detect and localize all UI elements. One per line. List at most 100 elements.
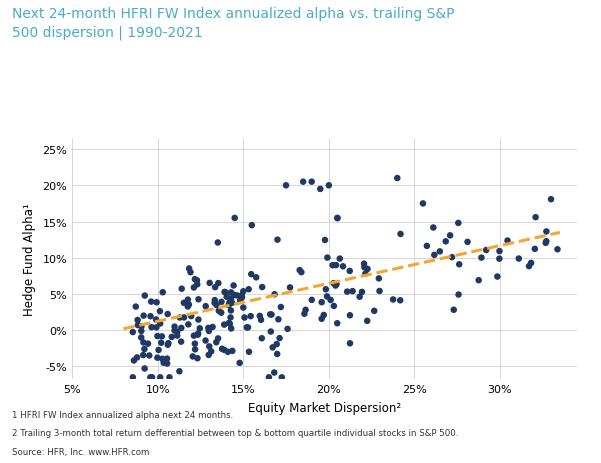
Point bbox=[224, 319, 234, 327]
Point bbox=[251, 274, 261, 282]
Point bbox=[213, 239, 222, 247]
Point bbox=[307, 296, 317, 304]
Point bbox=[136, 334, 146, 341]
Point bbox=[447, 254, 457, 261]
Point bbox=[264, 374, 273, 381]
Point bbox=[223, 348, 233, 356]
Point bbox=[495, 248, 504, 255]
Point bbox=[139, 345, 149, 353]
Point bbox=[193, 355, 203, 362]
Point bbox=[331, 262, 341, 269]
Point bbox=[320, 237, 330, 244]
Point bbox=[454, 261, 464, 269]
Point bbox=[331, 282, 340, 290]
Y-axis label: Hedge Fund Alpha¹: Hedge Fund Alpha¹ bbox=[23, 203, 35, 315]
Point bbox=[272, 341, 281, 348]
Point bbox=[169, 327, 179, 334]
Point bbox=[237, 294, 247, 301]
Point bbox=[177, 285, 186, 293]
Point bbox=[343, 288, 352, 296]
Point bbox=[392, 175, 402, 182]
Point bbox=[183, 296, 193, 304]
Text: 1 HFRI FW Index annualized alpha next 24 months.: 1 HFRI FW Index annualized alpha next 24… bbox=[12, 410, 233, 419]
Point bbox=[128, 374, 138, 381]
Point bbox=[244, 286, 254, 294]
Point bbox=[145, 374, 155, 381]
Point bbox=[298, 179, 308, 186]
Point bbox=[169, 323, 179, 331]
Point bbox=[155, 308, 165, 315]
Point bbox=[273, 316, 283, 323]
Point bbox=[140, 365, 150, 372]
Point bbox=[370, 307, 379, 315]
Point bbox=[156, 320, 165, 327]
Point bbox=[235, 297, 245, 305]
Point bbox=[553, 246, 563, 253]
Point bbox=[541, 239, 551, 247]
Point bbox=[326, 297, 335, 304]
Point bbox=[201, 337, 210, 344]
Point bbox=[222, 294, 231, 301]
Point bbox=[201, 303, 210, 310]
Point bbox=[232, 292, 242, 300]
Point bbox=[524, 263, 534, 270]
Point bbox=[247, 222, 257, 229]
X-axis label: Equity Market Dispersion²: Equity Market Dispersion² bbox=[248, 401, 401, 414]
Point bbox=[316, 186, 325, 193]
Point bbox=[242, 324, 252, 332]
Point bbox=[474, 277, 483, 284]
Point bbox=[240, 314, 249, 321]
Point bbox=[156, 339, 166, 347]
Point bbox=[213, 280, 223, 287]
Point bbox=[321, 286, 331, 294]
Point bbox=[217, 299, 227, 306]
Point bbox=[332, 320, 342, 327]
Point bbox=[546, 196, 556, 203]
Point bbox=[190, 276, 200, 283]
Point bbox=[345, 268, 355, 275]
Point bbox=[345, 340, 355, 347]
Point bbox=[139, 312, 148, 319]
Point bbox=[502, 238, 512, 245]
Point bbox=[147, 374, 157, 381]
Point bbox=[227, 325, 236, 332]
Point bbox=[175, 314, 185, 321]
Point bbox=[435, 248, 445, 256]
Point bbox=[269, 369, 279, 376]
Point bbox=[317, 299, 326, 306]
Point bbox=[359, 260, 369, 268]
Point bbox=[526, 260, 536, 267]
Point bbox=[246, 313, 255, 320]
Point bbox=[477, 254, 486, 262]
Point bbox=[328, 262, 337, 269]
Point bbox=[542, 228, 551, 236]
Point bbox=[266, 311, 275, 319]
Point bbox=[359, 264, 369, 271]
Point bbox=[228, 347, 237, 355]
Point bbox=[348, 288, 358, 295]
Point bbox=[335, 255, 344, 263]
Point bbox=[185, 265, 194, 273]
Point bbox=[332, 215, 342, 222]
Point bbox=[167, 333, 177, 341]
Point bbox=[338, 263, 348, 270]
Point bbox=[357, 288, 367, 296]
Point bbox=[208, 324, 218, 331]
Point bbox=[190, 340, 200, 348]
Point bbox=[463, 238, 472, 246]
Point bbox=[140, 292, 150, 300]
Point bbox=[295, 267, 305, 274]
Point bbox=[133, 317, 142, 324]
Point bbox=[210, 297, 219, 304]
Point bbox=[361, 270, 370, 278]
Point bbox=[374, 275, 383, 282]
Point bbox=[154, 346, 163, 354]
Point bbox=[139, 339, 148, 346]
Text: Next 24-month HFRI FW Index annualized alpha vs. trailing S&P
500 dispersion | 1: Next 24-month HFRI FW Index annualized a… bbox=[12, 7, 454, 40]
Point bbox=[179, 300, 189, 307]
Point bbox=[225, 299, 234, 307]
Point bbox=[332, 281, 341, 288]
Point bbox=[204, 351, 213, 359]
Point bbox=[235, 359, 245, 367]
Point bbox=[163, 341, 172, 349]
